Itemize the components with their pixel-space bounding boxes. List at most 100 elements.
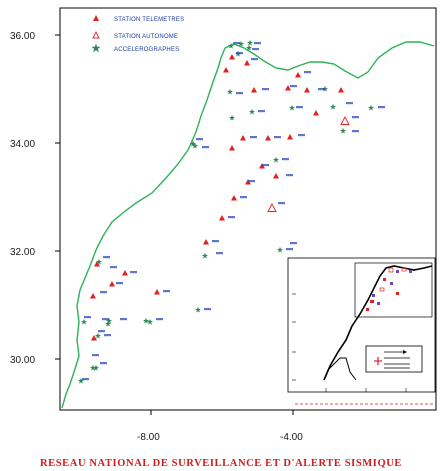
station-code-label [250, 136, 257, 139]
x-axis: -8.00 -4.00 [137, 410, 303, 443]
station-code-label [290, 242, 297, 245]
station-code-label [262, 164, 269, 167]
station-code-label [296, 106, 303, 109]
station-code-label [252, 48, 259, 51]
station-code-label [120, 318, 127, 321]
station-code-label [116, 282, 123, 285]
inset-map [287, 257, 436, 393]
legend-label: STATION AUTONOME [114, 34, 178, 40]
station-code-label [84, 316, 91, 319]
station-code-label [110, 266, 117, 269]
accelerograph-marker [93, 364, 99, 371]
map-frame [59, 7, 437, 411]
station-telemetre-marker [229, 145, 235, 151]
legend: STATION TELEMETRES STATION AUTONOME ACCE… [91, 15, 184, 53]
station-code-label [278, 202, 285, 205]
station-autonome-marker [340, 116, 350, 125]
station-telemetre-marker [109, 281, 115, 287]
accelerograph-marker [289, 104, 295, 111]
station-telemetre-marker [223, 67, 229, 73]
stations-layer [78, 39, 385, 384]
station-code-label [352, 116, 359, 119]
station-telemetre-marker [287, 134, 293, 140]
accelerograph-marker [105, 320, 111, 327]
station-code-label [254, 42, 261, 45]
station-telemetre-marker [251, 87, 257, 93]
station-code-label [163, 290, 170, 293]
station-telemetre-marker [338, 87, 344, 93]
station-code-label [298, 134, 305, 137]
y-axis: 36.00 34.00 32.00 30.00 [10, 31, 60, 366]
station-telemetre-marker [273, 173, 279, 179]
station-code-label [282, 158, 289, 161]
accelerograph-marker [229, 114, 235, 121]
accelerograph-marker [246, 44, 252, 51]
station-telemetre-marker [295, 72, 301, 78]
station-code-label [156, 318, 163, 321]
station-telemetre-marker [285, 85, 291, 91]
station-code-label [240, 196, 247, 199]
station-telemetre-marker [122, 270, 128, 276]
accelerograph-marker [277, 246, 283, 253]
station-code-label [290, 85, 297, 88]
y-tick-label: 34.00 [10, 139, 35, 150]
station-code-label [274, 136, 281, 139]
station-telemetre-marker [90, 293, 96, 299]
accelerograph-marker [238, 40, 244, 47]
accelerograph-marker [273, 156, 279, 163]
legend-label: ACCELEROGRAPHES [114, 47, 179, 53]
station-code-label [130, 271, 137, 274]
accelerograph-marker [147, 318, 153, 325]
station-code-label [378, 106, 385, 109]
accelerograph-marker [227, 88, 233, 95]
accelerograph-marker [95, 332, 101, 339]
station-code-label [212, 240, 219, 243]
station-autonome-marker [267, 203, 277, 212]
accelerograph-marker [190, 140, 196, 147]
station-code-label [100, 291, 107, 294]
station-telemetre-marker [229, 54, 235, 60]
station-code-label [258, 110, 265, 113]
x-tick-label: -8.00 [137, 432, 160, 443]
station-code-label [202, 146, 209, 149]
y-tick-label: 36.00 [10, 31, 35, 42]
station-telemetre-marker [91, 335, 97, 341]
station-telemetre-marker [219, 215, 225, 221]
station-telemetre-marker [154, 289, 160, 295]
accelerograph-marker [143, 317, 149, 324]
accelerograph-marker [249, 108, 255, 115]
x-tick-label: -4.00 [280, 432, 303, 443]
station-code-label [82, 378, 89, 381]
station-code-label [228, 216, 235, 219]
triangle-filled-icon [93, 15, 99, 21]
y-tick-label: 30.00 [10, 355, 35, 366]
station-telemetre-marker [304, 87, 310, 93]
station-code-label [100, 362, 107, 365]
accelerograph-marker [368, 104, 374, 111]
accelerograph-marker [330, 103, 336, 110]
accelerograph-marker [78, 377, 84, 384]
station-code-label [304, 71, 311, 74]
station-code-label [248, 180, 255, 183]
accelerograph-marker [96, 258, 102, 265]
station-telemetre-marker [244, 60, 250, 66]
station-code-label [346, 102, 353, 105]
station-code-label [286, 248, 293, 251]
triangle-open-icon [92, 30, 100, 39]
station-code-label [92, 354, 99, 357]
station-telemetre-marker [313, 110, 319, 116]
station-code-label [104, 334, 111, 337]
station-code-label [236, 52, 243, 55]
coastline [61, 41, 435, 409]
station-telemetre-marker [203, 239, 209, 245]
station-code-label [103, 256, 110, 259]
station-code-label [216, 252, 223, 255]
accelerograph-marker [81, 318, 87, 325]
accelerograph-marker [90, 364, 96, 371]
accelerograph-marker [247, 39, 253, 46]
station-code-label [204, 308, 211, 311]
station-telemetre-marker [231, 195, 237, 201]
station-code-label [262, 88, 269, 91]
